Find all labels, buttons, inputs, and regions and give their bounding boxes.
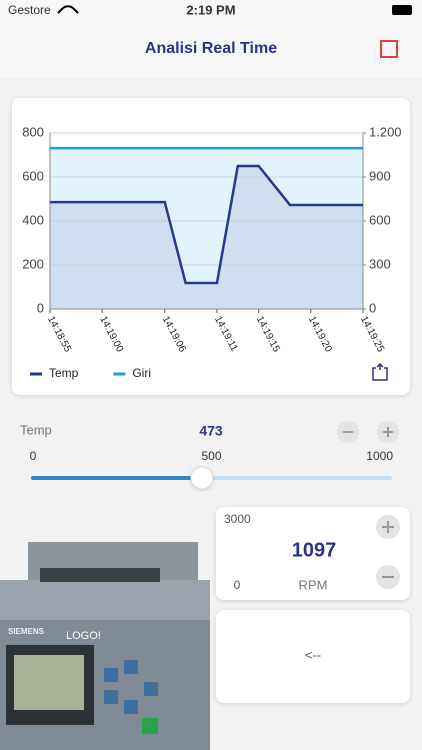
slider-thumb: [190, 466, 214, 490]
y2-tick-label: 600: [369, 212, 391, 227]
terminals: [40, 568, 160, 582]
rpm-card: [216, 507, 410, 600]
plc-device: SIEMENS LOGO!: [0, 542, 210, 750]
rpm-value: 1097: [292, 539, 337, 561]
back-label: <--: [305, 647, 321, 662]
y-tick-label: 800: [22, 124, 44, 139]
rpm-max: 3000: [224, 512, 251, 526]
nav-title: Analisi Real Time: [145, 40, 277, 57]
rpm-unit: RPM: [299, 577, 328, 592]
temp-value: 473: [199, 423, 223, 439]
rpm-min: 0: [234, 578, 241, 592]
display: [14, 655, 84, 710]
share-icon[interactable]: [372, 362, 388, 381]
device-brand: SIEMENS: [8, 627, 45, 636]
series-line: [50, 164, 363, 285]
y-tick-label: 600: [22, 168, 44, 183]
key: [124, 660, 138, 674]
carrier: Gestore: [8, 3, 51, 17]
y-tick-label: 400: [22, 212, 44, 227]
slider-min: 0: [30, 449, 37, 463]
area: [50, 166, 363, 309]
key: [124, 700, 138, 714]
key-ok: [142, 718, 158, 734]
clock: 2:19 PM: [186, 2, 235, 17]
y-tick-label: 200: [22, 256, 44, 271]
legend-label: Temp: [49, 366, 79, 380]
battery: [392, 5, 412, 15]
y2-tick-label: 900: [369, 168, 391, 183]
back-button[interactable]: [216, 610, 410, 703]
device-model: LOGO!: [66, 630, 101, 642]
y2-tick-label: 1.200: [369, 124, 402, 139]
slider-max: 1000: [366, 449, 393, 463]
checkbox[interactable]: [380, 40, 398, 58]
y2-tick-label: 0: [369, 300, 376, 315]
y2-tick-label: 300: [369, 256, 391, 271]
key: [104, 668, 118, 682]
plus-icon: [383, 427, 393, 437]
header-bg: [0, 0, 422, 78]
wifi-icon: [57, 5, 79, 14]
y-tick-label: 0: [37, 300, 44, 315]
plus-icon: [382, 521, 394, 533]
legend-label: Giri: [132, 366, 151, 380]
key: [144, 682, 158, 696]
temp-label: Temp: [20, 422, 52, 437]
key: [104, 690, 118, 704]
slider[interactable]: 0 500 1000: [30, 449, 394, 490]
slider-mid: 500: [201, 449, 221, 463]
